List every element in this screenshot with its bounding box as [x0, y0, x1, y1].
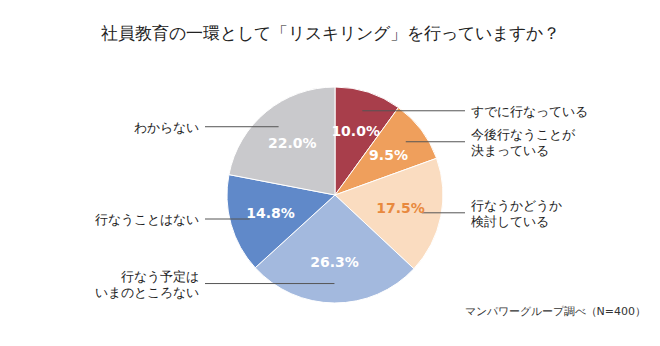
- svg-text:22.0%: 22.0%: [268, 135, 317, 151]
- svg-text:10.0%: 10.0%: [331, 123, 380, 139]
- svg-text:行なう予定はいまのところない: 行なう予定はいまのところない: [95, 268, 199, 299]
- svg-text:17.5%: 17.5%: [376, 200, 425, 216]
- svg-text:すでに行なっている: すでに行なっている: [471, 103, 588, 118]
- svg-text:行なうかどうか検討している: 行なうかどうか検討している: [471, 197, 562, 228]
- svg-text:わからない: わからない: [134, 119, 199, 134]
- html-text:マンパワーグループ調べ（N=400）: マンパワーグループ調べ（N=400）: [464, 305, 646, 318]
- svg-text:26.3%: 26.3%: [310, 254, 359, 270]
- svg-text:14.8%: 14.8%: [246, 205, 295, 221]
- svg-text:9.5%: 9.5%: [369, 147, 408, 163]
- html-text:社員教育の一環として「リスキリング」を行っていますか？: 社員教育の一環として「リスキリング」を行っていますか？: [100, 23, 560, 43]
- svg-text:今後行なうことが決まっている: 今後行なうことが決まっている: [471, 126, 576, 157]
- svg-text:行なうことはない: 行なうことはない: [95, 212, 199, 227]
